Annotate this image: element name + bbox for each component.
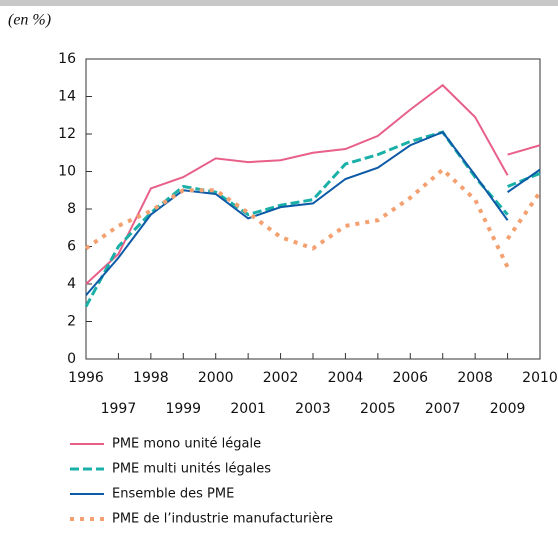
y-tick-label: 2 (67, 314, 76, 330)
series-line (84, 130, 541, 308)
legend-label: Ensemble des PME (112, 487, 234, 502)
x-tick-label: 2003 (295, 401, 331, 417)
x-tick-label: 2002 (263, 370, 299, 386)
legend-label: PME mono unité légale (112, 437, 261, 452)
x-tick-label: 1996 (68, 370, 104, 386)
y-tick-label: 12 (58, 126, 76, 142)
x-tick-label: 2006 (392, 370, 428, 386)
x-tick-label: 2005 (360, 401, 396, 417)
legend-label: PME multi unités légales (112, 462, 271, 477)
x-tick-label: 2000 (198, 370, 234, 386)
y-tick-label: 10 (58, 164, 76, 180)
x-tick-label: 2007 (425, 401, 461, 417)
series-line (85, 83, 541, 285)
series-line (84, 166, 542, 268)
y-tick-label: 16 (58, 51, 76, 67)
y-tick-label: 0 (67, 351, 76, 367)
x-tick-label: 2008 (457, 370, 493, 386)
x-tick-label: 1999 (165, 401, 201, 417)
x-tick-label: 2010 (522, 370, 558, 386)
y-tick-label: 8 (67, 201, 76, 217)
x-tick-label: 2009 (490, 401, 526, 417)
y-tick-label: 4 (67, 276, 76, 292)
top-band (0, 0, 558, 6)
x-tick-label: 2004 (328, 370, 364, 386)
y-tick-label: 6 (67, 239, 76, 255)
x-tick-label: 1997 (101, 401, 137, 417)
y-unit: (en %) (8, 12, 51, 29)
y-tick-label: 14 (58, 89, 76, 105)
legend-label: PME de l’industrie manufacturière (112, 512, 333, 527)
series-line (85, 130, 541, 296)
x-tick-label: 2001 (230, 401, 266, 417)
x-tick-label: 1998 (133, 370, 169, 386)
